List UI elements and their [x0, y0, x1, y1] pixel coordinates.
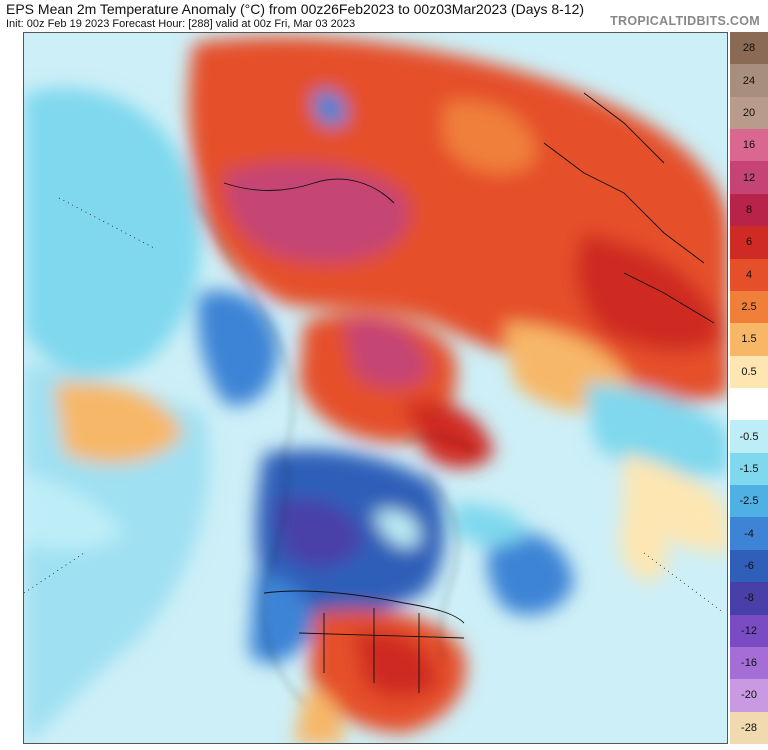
legend-bin: -0.5 — [730, 420, 768, 453]
legend-bin: 12 — [730, 161, 768, 194]
map-svg — [24, 33, 727, 743]
legend-bin: 1.5 — [730, 323, 768, 356]
legend-bin: 4 — [730, 258, 768, 291]
legend-bin: 0.5 — [730, 355, 768, 388]
source-credit: TROPICALTIDBITS.COM — [610, 14, 760, 28]
legend-bin: 16 — [730, 129, 768, 162]
map-subtitle: Init: 00z Feb 19 2023 Forecast Hour: [28… — [6, 18, 356, 30]
legend-bin: -20 — [730, 679, 768, 712]
legend-bin: 6 — [730, 226, 768, 259]
map-title: EPS Mean 2m Temperature Anomaly (°C) fro… — [6, 1, 585, 17]
legend-bin: -12 — [730, 614, 768, 647]
legend-bin: -1.5 — [730, 452, 768, 486]
legend-bin: -2.5 — [730, 485, 768, 518]
legend-bin — [730, 388, 768, 421]
legend-bin: -28 — [730, 711, 768, 744]
legend-bin: 8 — [730, 193, 768, 227]
legend-bin: 20 — [730, 96, 768, 130]
legend-bin: -6 — [730, 549, 768, 583]
legend-bin: 28 — [730, 32, 768, 65]
legend-bin: -8 — [730, 582, 768, 615]
legend-bin: 24 — [730, 64, 768, 97]
temperature-anomaly-map — [23, 32, 728, 744]
legend-bin: -16 — [730, 646, 768, 680]
legend-bin: 2.5 — [730, 290, 768, 324]
legend-bin: -4 — [730, 517, 768, 550]
color-legend: 28 24 20 16 12 8 6 4 2.5 1.5 0.5 -0.5 -1.5 -2.5 -4 -6 -8… — [730, 32, 768, 744]
